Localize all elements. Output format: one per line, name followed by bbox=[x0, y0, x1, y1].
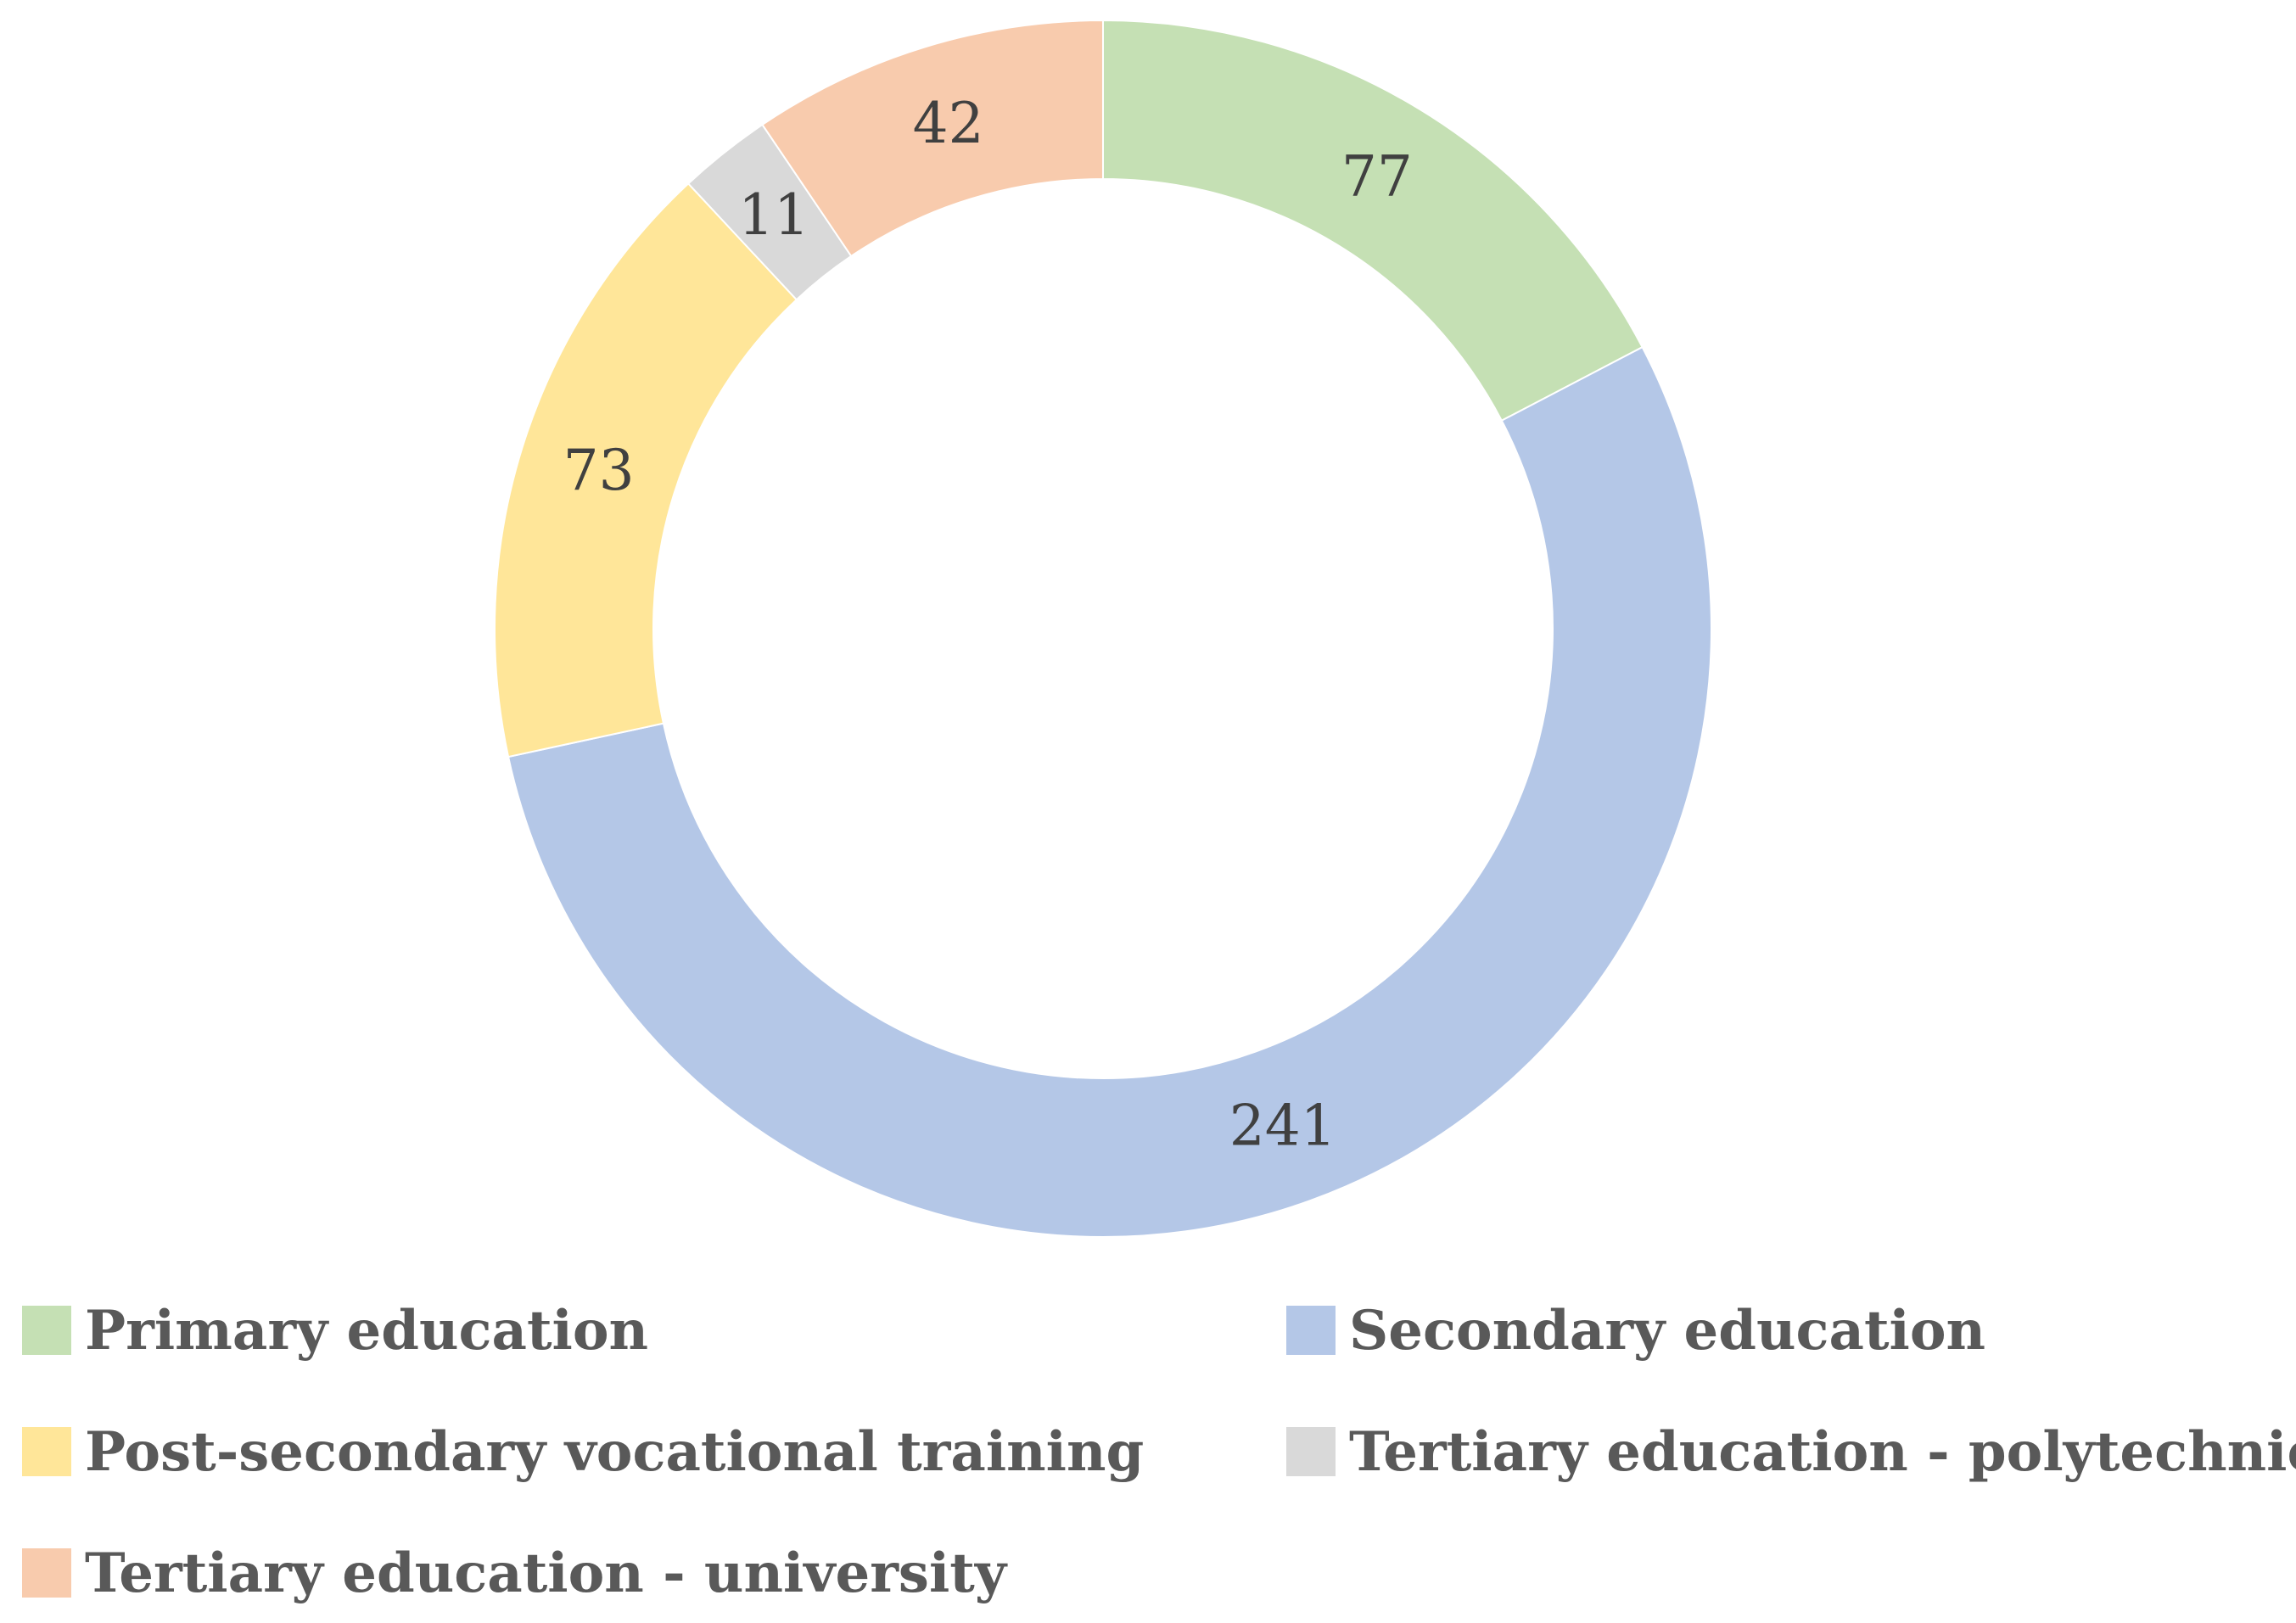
data-label-tertiary-education-university: 42 bbox=[913, 91, 984, 156]
legend-label-tertiary-education-polytechnic: Tertiary education - polytechnic bbox=[1349, 1419, 2296, 1484]
legend-item-secondary-education: Secondary education bbox=[1286, 1296, 1985, 1364]
legend-swatch-secondary-education bbox=[1286, 1306, 1336, 1355]
legend-item-tertiary-education-university: Tertiary education - university bbox=[22, 1539, 1006, 1607]
donut-slice-secondary-education bbox=[507, 345, 1712, 1238]
chart-legend: Primary education Secondary education Po… bbox=[22, 1296, 2296, 1605]
donut-data-labels: 77 241 73 11 42 bbox=[563, 91, 1413, 1159]
legend-swatch-tertiary-education-polytechnic bbox=[1286, 1427, 1336, 1476]
data-label-tertiary-education-polytechnic: 11 bbox=[738, 182, 809, 248]
legend-label-secondary-education: Secondary education bbox=[1349, 1298, 1986, 1363]
legend-item-primary-education: Primary education bbox=[22, 1296, 648, 1364]
legend-label-tertiary-education-university: Tertiary education - university bbox=[85, 1541, 1006, 1605]
legend-item-post-secondary-vocational-training: Post-secondary vocational training bbox=[22, 1418, 1144, 1486]
legend-swatch-post-secondary-vocational-training bbox=[22, 1427, 71, 1476]
data-label-post-secondary-vocational-training: 73 bbox=[563, 438, 635, 503]
legend-label-primary-education: Primary education bbox=[85, 1298, 649, 1363]
legend-item-tertiary-education-polytechnic: Tertiary education - polytechnic bbox=[1286, 1418, 2296, 1486]
data-label-primary-education: 77 bbox=[1341, 144, 1413, 210]
legend-swatch-tertiary-education-university bbox=[22, 1548, 71, 1598]
donut-slice-tertiary-education-university bbox=[761, 19, 1104, 258]
data-label-secondary-education: 241 bbox=[1229, 1093, 1336, 1158]
donut-slices bbox=[494, 19, 1712, 1238]
donut-slice-post-secondary-vocational-training bbox=[494, 182, 798, 758]
legend-label-post-secondary-vocational-training: Post-secondary vocational training bbox=[85, 1419, 1145, 1484]
legend-swatch-primary-education bbox=[22, 1306, 71, 1355]
donut-slice-primary-education bbox=[1102, 19, 1644, 423]
